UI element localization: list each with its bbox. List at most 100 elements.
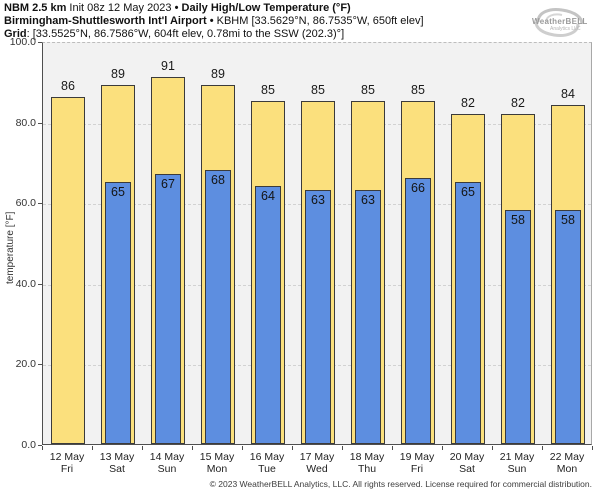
- y-tick-label: 100.0: [9, 36, 36, 48]
- low-bar: 68: [205, 169, 231, 444]
- y-tick-label: 60.0: [15, 197, 36, 210]
- low-bar: 58: [555, 210, 581, 444]
- model-name: NBM 2.5 km: [4, 2, 67, 14]
- low-bar: 67: [155, 174, 181, 444]
- y-tick-mark: [38, 203, 42, 205]
- x-tick-label: 13 May Sat: [92, 451, 142, 475]
- high-value-label: 85: [361, 83, 375, 98]
- x-tick-mark: [342, 446, 343, 450]
- high-value-label: 85: [311, 83, 325, 98]
- low-value-label: 67: [161, 177, 175, 191]
- chart-title-line: NBM 2.5 km Init 08z 12 May 2023 • Daily …: [4, 2, 351, 15]
- logo-subtext: Analytics LLC: [550, 26, 581, 32]
- x-tick-mark: [542, 446, 543, 450]
- x-tick-label: 22 May Mon: [542, 451, 592, 475]
- init-time: Init 08z 12 May 2023: [66, 2, 175, 14]
- y-tick-label: 0.0: [21, 439, 36, 451]
- low-bar: 65: [105, 182, 131, 444]
- x-tick-date: 19 May: [399, 451, 435, 463]
- x-tick-date: 12 May: [49, 451, 85, 463]
- low-bar: 64: [255, 186, 281, 444]
- x-tick-label: 18 May Thu: [342, 451, 392, 475]
- y-tick-label: 40.0: [15, 277, 36, 290]
- logo-wordmark: WeatherBELL: [532, 17, 588, 26]
- high-value-label: 85: [411, 83, 425, 98]
- high-value-label: 82: [511, 95, 525, 110]
- x-tick-date: 20 May: [449, 451, 485, 463]
- station-line: Birmingham-Shuttlesworth Int'l Airport •…: [4, 15, 424, 28]
- low-value-label: 58: [511, 213, 525, 228]
- x-tick-label: 19 May Fri: [392, 451, 442, 475]
- low-bar: 65: [455, 182, 481, 444]
- low-value-label: 65: [461, 185, 475, 200]
- low-value-label: 58: [561, 213, 575, 228]
- x-tick-day: Sun: [507, 463, 527, 475]
- y-tick-mark: [38, 445, 42, 446]
- plot-area: 86 89 65 91 67 89 68 85 64 85 63 85 63 85 66 82 65 82 58 84…: [42, 42, 592, 445]
- x-tick-label: 20 May Sat: [442, 451, 492, 475]
- x-axis-labels: 12 May Fri 13 May Sat 14 May Sun 15 May Mon 16 M…: [42, 451, 592, 477]
- y-tick-mark: [38, 122, 42, 124]
- grid-details: : [33.5525°N, 86.7586°W, 604ft elev, 0.7…: [26, 28, 345, 40]
- x-tick-mark: [92, 446, 93, 450]
- x-tick-day: Sat: [109, 463, 125, 475]
- y-tick-mark: [38, 364, 42, 366]
- x-tick-mark: [442, 446, 443, 450]
- high-bar: [51, 97, 85, 444]
- high-value-label: 82: [461, 95, 475, 110]
- station-details: KBHM [33.5629°N, 86.7535°W, 650ft elev]: [213, 15, 424, 27]
- x-axis-ticks: [42, 446, 593, 451]
- y-tick-label: 80.0: [15, 116, 36, 129]
- low-value-label: 64: [261, 189, 275, 204]
- y-tick-label: 20.0: [15, 358, 36, 371]
- high-value-label: 91: [161, 59, 175, 74]
- x-tick-day: Sat: [459, 463, 475, 475]
- x-tick-date: 17 May: [299, 451, 335, 463]
- x-tick-mark: [192, 446, 193, 450]
- x-tick-label: 12 May Fri: [42, 451, 92, 475]
- grid-line: Grid: [33.5525°N, 86.7586°W, 604ft elev,…: [4, 28, 344, 41]
- high-value-label: 84: [561, 87, 575, 102]
- grid-label: Grid: [4, 28, 27, 40]
- x-tick-date: 14 May: [149, 451, 185, 463]
- x-tick-date: 21 May: [499, 451, 535, 463]
- x-tick-date: 15 May: [199, 451, 235, 463]
- low-value-label: 66: [411, 181, 425, 196]
- x-tick-mark: [392, 446, 393, 450]
- x-tick-label: 16 May Tue: [242, 451, 292, 475]
- high-value-label: 89: [111, 67, 125, 82]
- x-tick-date: 13 May: [99, 451, 135, 463]
- x-tick-mark: [592, 446, 593, 450]
- x-tick-label: 21 May Sun: [492, 451, 542, 475]
- x-tick-date: 18 May: [349, 451, 385, 463]
- y-tick-mark: [38, 283, 42, 285]
- station-name: Birmingham-Shuttlesworth Int'l Airport •: [4, 15, 214, 27]
- low-bar: 63: [355, 190, 381, 444]
- x-tick-label: 17 May Wed: [292, 451, 342, 475]
- x-tick-day: Sun: [157, 463, 177, 475]
- weatherbell-logo: WeatherBELL Analytics LLC: [524, 2, 594, 42]
- x-tick-date: 22 May: [549, 451, 585, 463]
- low-value-label: 63: [361, 193, 375, 208]
- x-tick-mark: [42, 446, 43, 450]
- chart-title: • Daily High/Low Temperature (°F): [174, 2, 351, 14]
- x-tick-mark: [242, 446, 243, 450]
- x-tick-day: Thu: [357, 463, 377, 475]
- x-tick-date: 16 May: [249, 451, 285, 463]
- y-tick-mark: [38, 42, 42, 43]
- x-tick-day: Fri: [410, 463, 424, 475]
- x-tick-mark: [292, 446, 293, 450]
- high-value-label: 85: [261, 83, 275, 98]
- copyright-notice: © 2023 WeatherBELL Analytics, LLC. All r…: [209, 479, 592, 489]
- low-bar: 63: [305, 190, 331, 444]
- x-tick-mark: [492, 446, 493, 450]
- high-value-label: 89: [211, 67, 225, 82]
- high-value-label: 86: [61, 79, 75, 94]
- low-value-label: 68: [211, 172, 225, 187]
- x-tick-day: Tue: [258, 463, 276, 475]
- x-tick-mark: [142, 446, 143, 450]
- x-tick-day: Fri: [60, 463, 74, 475]
- x-tick-day: Mon: [206, 463, 228, 475]
- low-value-label: 63: [311, 193, 325, 208]
- x-tick-label: 15 May Mon: [192, 451, 242, 475]
